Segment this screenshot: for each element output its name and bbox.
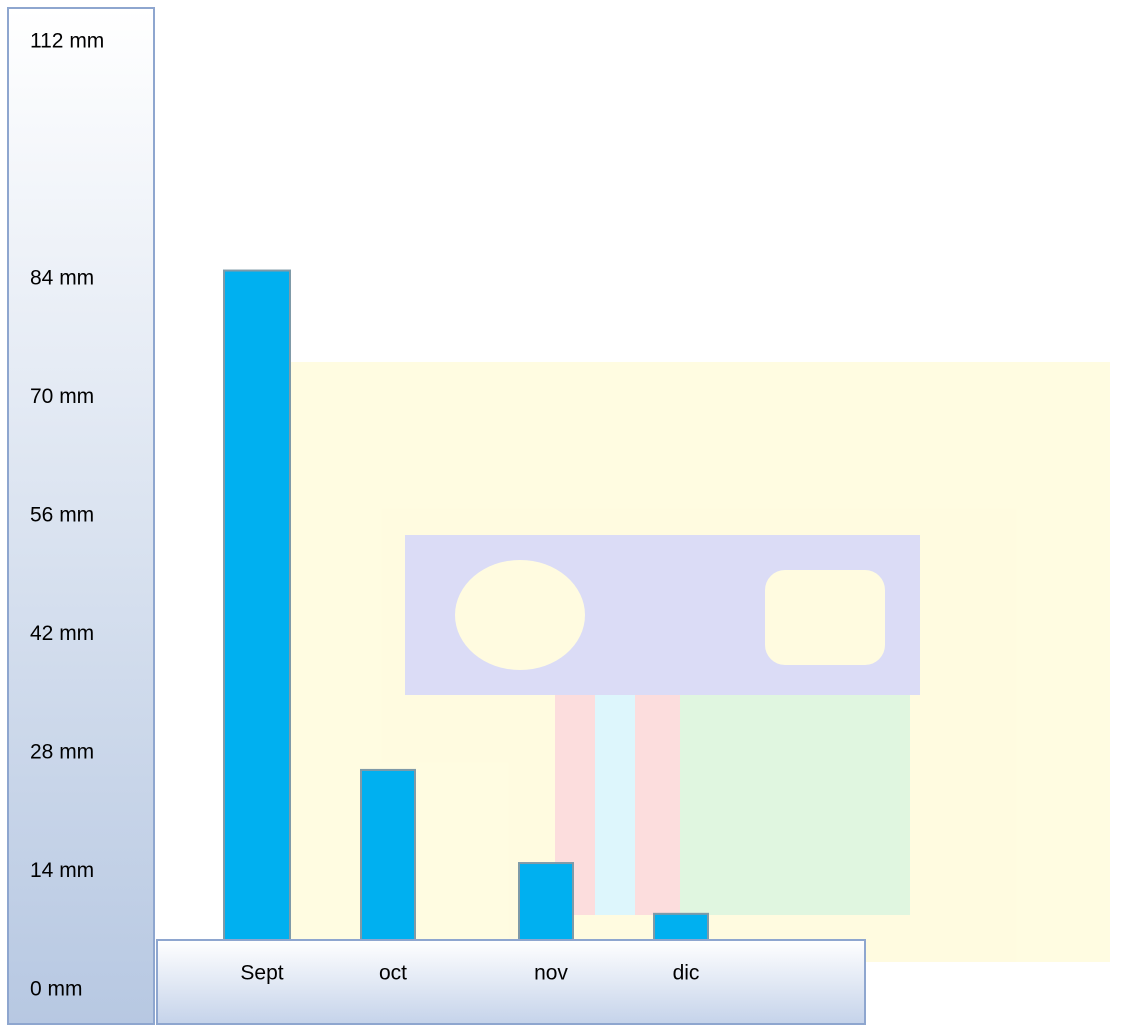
x-tick-label: Sept xyxy=(240,962,283,985)
y-tick-label: 84 mm xyxy=(30,267,94,290)
y-tick-label: 28 mm xyxy=(30,741,94,764)
x-tick-label: oct xyxy=(379,962,407,985)
x-tick-label: nov xyxy=(534,962,568,985)
x-tick-label: dic xyxy=(673,962,700,985)
y-tick-label: 70 mm xyxy=(30,385,94,408)
watermark xyxy=(225,362,1110,962)
bar xyxy=(224,271,290,990)
y-tick-label: 112 mm xyxy=(30,30,104,53)
y-tick-label: 14 mm xyxy=(30,859,94,882)
y-tick-label: 42 mm xyxy=(30,622,94,645)
y-tick-label: 56 mm xyxy=(30,504,94,527)
y-tick-label: 0 mm xyxy=(30,978,83,1001)
chart: 0 mm 14 mm 28 mm 42 mm 56 mm 70 mm 84 mm 112 mm… xyxy=(0,0,1146,1030)
